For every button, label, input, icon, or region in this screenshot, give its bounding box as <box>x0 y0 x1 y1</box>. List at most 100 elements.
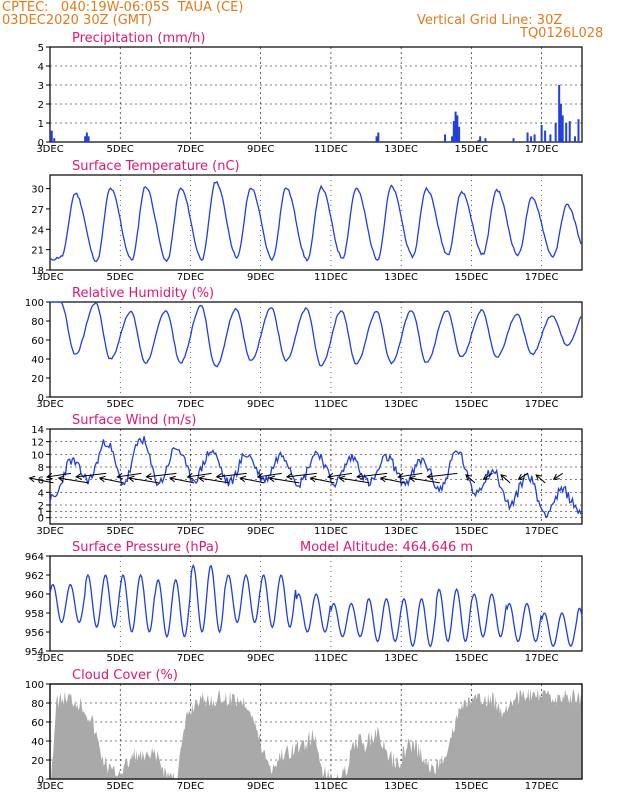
wind-arrow-head <box>338 475 346 483</box>
precip-bar <box>540 124 543 142</box>
wind-arrow-head <box>552 473 560 480</box>
wind-arrow <box>427 472 458 478</box>
y-tick-label: 20 <box>31 756 44 767</box>
panel-title: Precipitation (mm/h) <box>72 31 205 46</box>
wind-arrow <box>465 474 476 484</box>
precip-bar <box>452 121 455 142</box>
precip-bar <box>554 123 557 142</box>
y-tick-label: 100 <box>25 680 44 691</box>
y-tick-label: 5 <box>38 43 44 54</box>
pressure-line <box>49 563 583 648</box>
wind-arrow-head <box>309 475 317 483</box>
humidity-line <box>50 301 582 368</box>
y-tick-label: 3 <box>38 81 44 92</box>
wind-arrow-head <box>116 472 124 480</box>
y-tick-label: 20 <box>31 374 44 385</box>
x-tick-label: 13DEC <box>384 653 418 664</box>
precip-bar <box>477 140 480 142</box>
x-tick-label: 13DEC <box>384 272 418 283</box>
y-tick-label: 60 <box>31 718 44 729</box>
panel-frame <box>49 174 583 271</box>
precip-bar <box>85 132 88 142</box>
wind-arrow <box>518 472 528 480</box>
wind-arrow-head <box>326 472 334 480</box>
x-tick-label: 7DEC <box>177 526 204 537</box>
wind-arrow <box>286 472 317 478</box>
precip-bar <box>87 136 90 142</box>
y-tick-label: 14 <box>31 425 44 436</box>
wind-arrow <box>553 472 563 480</box>
wind-arrow-head <box>57 475 65 483</box>
wind-arrow-head <box>517 473 525 480</box>
wind-speed-line <box>49 436 582 518</box>
wind-arrow-head <box>186 472 194 480</box>
y-tick-label: 0 <box>38 393 44 404</box>
y-tick-label: 100 <box>25 298 44 309</box>
precip-bar <box>512 138 515 142</box>
precip-bar <box>559 104 562 142</box>
wind-arrow <box>46 472 72 478</box>
panel-title: Surface Wind (m/s) <box>72 413 196 428</box>
wind-arrow <box>199 477 230 484</box>
panel-title: Relative Humidity (%) <box>72 286 214 301</box>
x-tick-label: 5DEC <box>107 653 134 664</box>
x-tick-label: 9DEC <box>247 272 274 283</box>
precip-bar <box>458 126 461 142</box>
y-tick-label: 960 <box>25 590 44 601</box>
y-tick-label: 1 <box>38 507 44 518</box>
wind-arrow <box>409 477 440 484</box>
panel-annotation: Model Altitude: 464.646 m <box>300 540 473 555</box>
y-tick-label: 30 <box>31 185 44 196</box>
x-tick-label: 9DEC <box>247 144 274 155</box>
precip-bar <box>377 132 380 142</box>
cloud-cover-area <box>50 688 582 779</box>
y-tick-label: 24 <box>31 225 44 236</box>
y-tick-label: 954 <box>25 647 44 658</box>
y-tick-label: 12 <box>31 438 44 449</box>
x-tick-label: 3DEC <box>36 272 63 283</box>
wind-arrow-head <box>145 473 153 480</box>
panel-frame <box>49 683 583 780</box>
wind-arrow-head <box>285 473 293 480</box>
x-tick-label: 11DEC <box>314 144 348 155</box>
panel-frame <box>49 555 583 652</box>
wind-arrow-head <box>46 472 53 480</box>
wind-arrow-head <box>500 474 507 481</box>
precip-bar <box>454 111 457 142</box>
wind-arrow-head <box>535 474 543 481</box>
x-tick-label: 3DEC <box>36 144 63 155</box>
wind-arrow <box>76 472 107 478</box>
y-tick-label: 4 <box>38 62 44 73</box>
x-tick-label: 17DEC <box>525 653 559 664</box>
header-date: 03DEC2020 30Z (GMT) <box>2 13 153 28</box>
x-tick-label: 7DEC <box>177 653 204 664</box>
x-tick-label: 9DEC <box>247 653 274 664</box>
precip-bar <box>526 132 529 142</box>
precip-bar <box>577 119 580 142</box>
y-tick-label: 40 <box>31 737 44 748</box>
y-tick-label: 962 <box>25 571 44 582</box>
x-tick-label: 11DEC <box>314 653 348 664</box>
wind-arrow <box>29 477 54 484</box>
y-tick-label: 958 <box>25 609 44 620</box>
x-tick-label: 11DEC <box>314 781 348 792</box>
wind-arrow <box>500 474 511 484</box>
x-tick-label: 15DEC <box>455 272 489 283</box>
wind-arrow <box>269 477 300 484</box>
x-tick-label: 17DEC <box>525 781 559 792</box>
y-tick-label: 964 <box>25 552 44 563</box>
precip-bar <box>561 115 564 142</box>
wind-arrow <box>339 477 370 484</box>
precip-bar <box>451 136 454 142</box>
y-tick-label: 2 <box>38 501 44 512</box>
precip-bar <box>53 138 56 142</box>
y-tick-label: 27 <box>31 205 44 216</box>
x-tick-label: 7DEC <box>177 399 204 410</box>
temperature-line <box>49 181 582 263</box>
wind-arrow <box>398 472 423 478</box>
y-tick-label: 6 <box>38 476 44 487</box>
x-tick-label: 17DEC <box>525 272 559 283</box>
y-tick-label: 2 <box>38 100 44 111</box>
wind-arrow-head <box>356 473 363 480</box>
y-tick-label: 0 <box>38 514 44 525</box>
